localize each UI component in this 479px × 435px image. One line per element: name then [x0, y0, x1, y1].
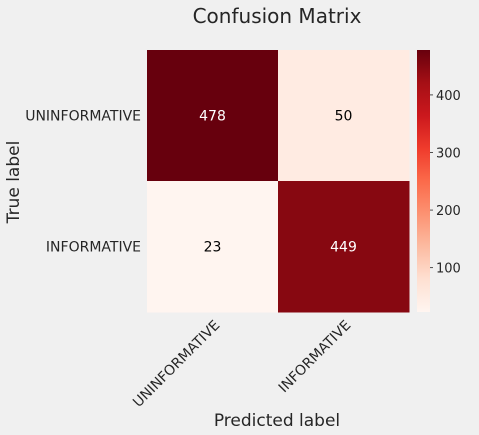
x-tick-label: UNINFORMATIVE — [130, 318, 223, 411]
x-axis-title: Predicted label — [214, 411, 340, 431]
heatmap-cell — [147, 50, 279, 182]
y-tick-label: INFORMATIVE — [46, 240, 141, 256]
heatmap-cell — [278, 50, 410, 182]
colorbar-tick-label: 200 — [436, 204, 461, 219]
y-tick-label: UNINFORMATIVE — [25, 109, 141, 125]
colorbar-tick-label: 400 — [436, 89, 461, 104]
x-tick-label: INFORMATIVE — [276, 318, 355, 397]
colorbar-tick-labels: 100 200 300 400 — [430, 89, 461, 277]
y-axis-title: True label — [4, 141, 24, 225]
y-tick-labels: UNINFORMATIVE INFORMATIVE — [25, 109, 141, 256]
heatmap-cell-labels: 478 50 23 449 — [199, 109, 357, 256]
cell-value-label: 478 — [199, 109, 226, 125]
colorbar — [417, 50, 430, 312]
cell-value-label: 50 — [335, 109, 353, 125]
heatmap-cell — [278, 181, 410, 313]
colorbar-tick-label: 300 — [436, 146, 461, 161]
cell-value-label: 23 — [204, 240, 222, 256]
chart-title: Confusion Matrix — [193, 4, 362, 28]
x-tick-labels: UNINFORMATIVE INFORMATIVE — [130, 318, 354, 411]
heatmap-cell — [147, 181, 279, 313]
cell-value-label: 449 — [330, 240, 357, 256]
colorbar-tick-label: 100 — [436, 262, 461, 277]
heatmap-cells — [147, 50, 410, 313]
